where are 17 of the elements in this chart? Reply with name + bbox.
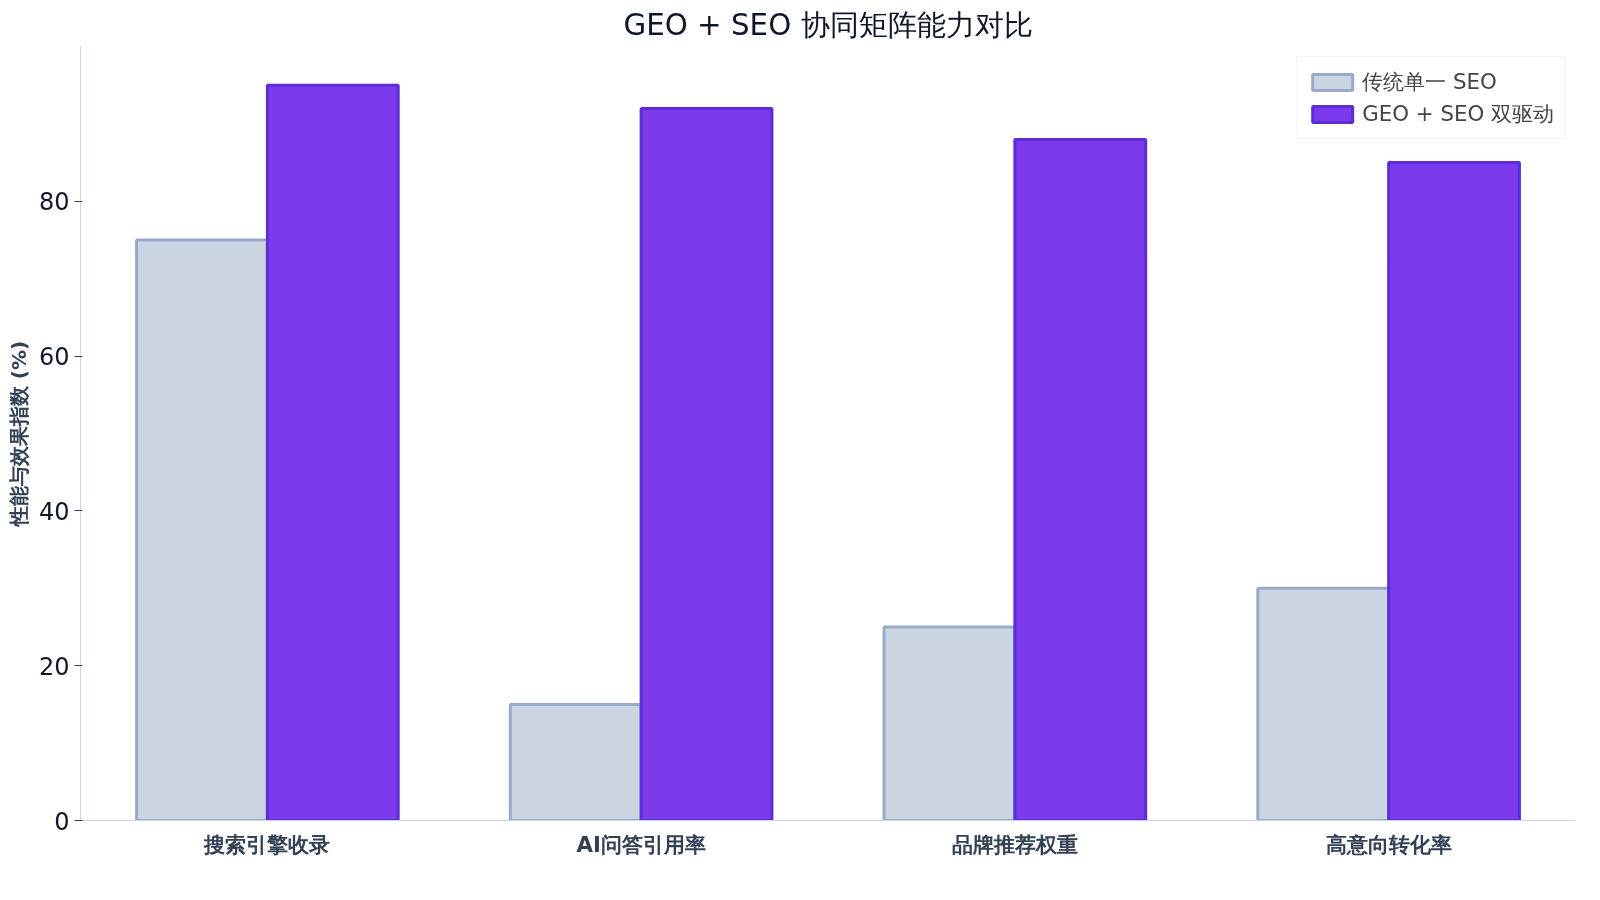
legend-label: GEO + SEO 双驱动 (1362, 100, 1554, 128)
x-tick-label: 高意向转化率 (1325, 831, 1452, 857)
chart-title: GEO + SEO 协同矩阵能力对比 (623, 7, 1033, 42)
x-tick-label: 搜索引擎收录 (203, 831, 331, 857)
x-tick-label: 品牌推荐权重 (951, 831, 1078, 857)
y-tick-label: 0 (54, 807, 70, 836)
x-tick-label: AI问答引用率 (576, 831, 706, 857)
legend-label: 传统单一 SEO (1362, 68, 1497, 96)
y-tick-label: 20 (38, 652, 70, 681)
y-axis-title: 性能与效果指数 (%) (6, 340, 31, 529)
bar (265, 83, 400, 821)
y-tick-label: 40 (38, 497, 70, 526)
y-tick-label: 60 (38, 343, 70, 372)
bar (1013, 137, 1148, 821)
y-tick-label: 80 (38, 188, 70, 217)
bar (1387, 161, 1521, 821)
bar (639, 106, 774, 821)
